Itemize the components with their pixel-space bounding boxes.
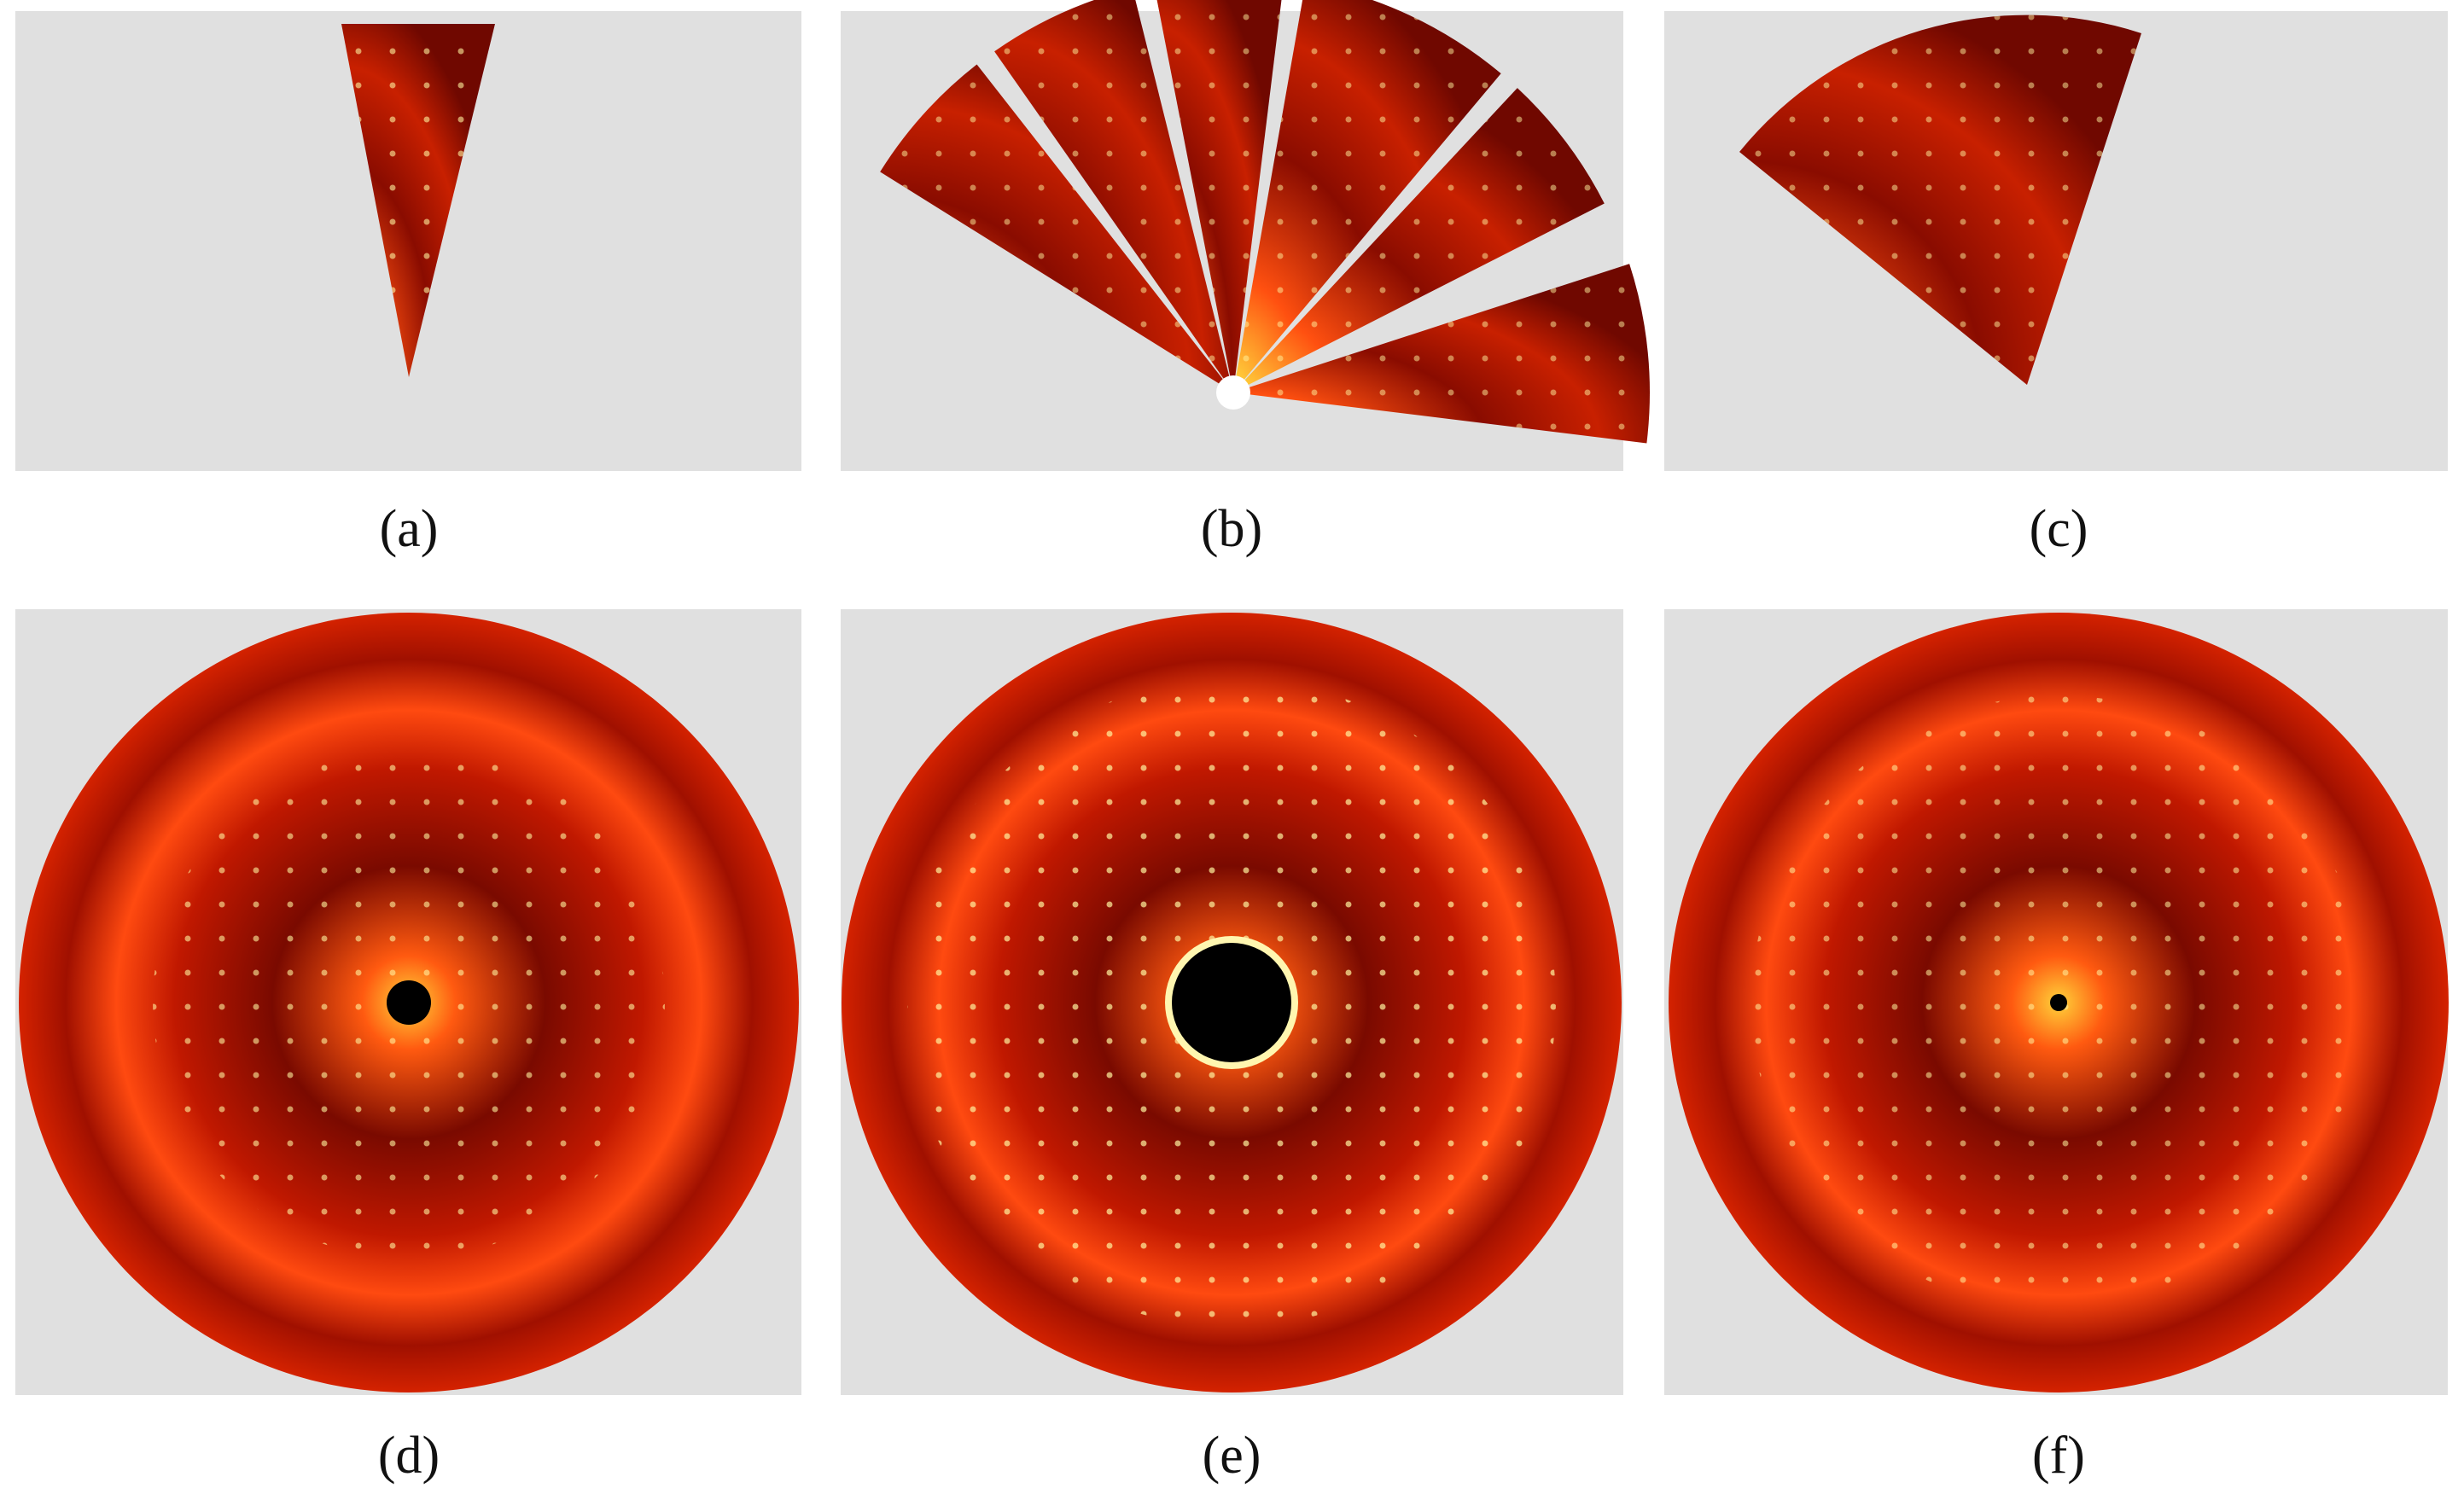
spots	[880, 64, 1233, 393]
spots	[341, 24, 495, 377]
spots	[994, 0, 1233, 392]
pattern-d	[19, 613, 799, 1392]
pattern-f	[1669, 613, 2449, 1392]
spots	[1233, 88, 1605, 392]
panel-label: (e)	[1203, 1427, 1261, 1485]
spots	[1739, 15, 2141, 385]
wedges	[880, 0, 1650, 444]
panel-label: (f)	[2032, 1427, 2085, 1485]
pattern-e	[842, 613, 1622, 1392]
panel-label: (c)	[2030, 500, 2088, 558]
spots	[1233, 0, 1501, 392]
spots	[1233, 264, 1650, 444]
panel-label: (a)	[380, 500, 439, 558]
panel-label: (d)	[378, 1427, 440, 1485]
spots	[1156, 0, 1282, 392]
center-hole	[1216, 375, 1250, 410]
panel-label: (b)	[1201, 500, 1262, 558]
